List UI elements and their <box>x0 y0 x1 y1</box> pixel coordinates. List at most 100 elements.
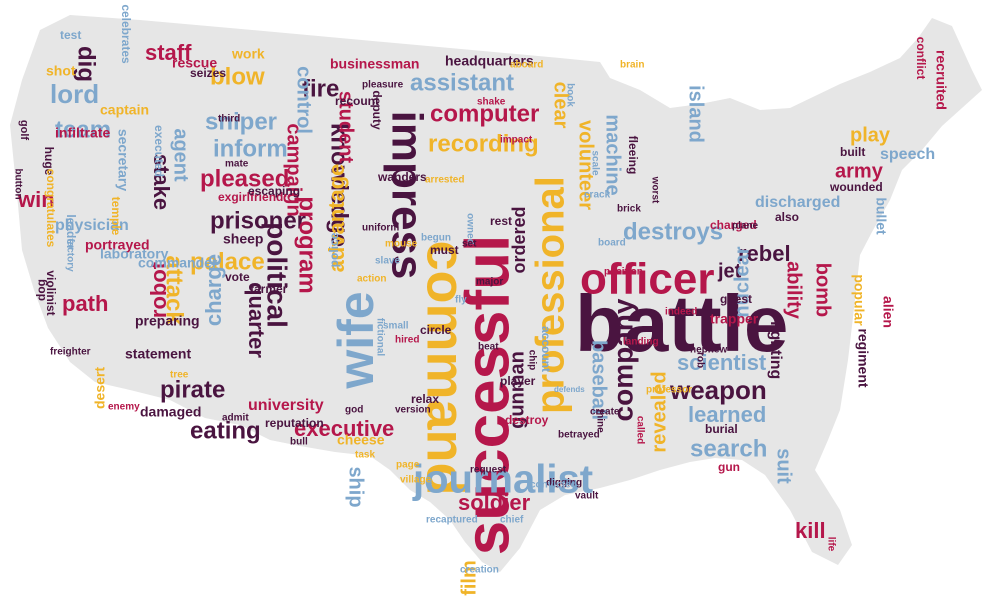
cloud-word: officer <box>580 255 714 304</box>
cloud-word: creation <box>460 565 499 576</box>
cloud-word: impact <box>500 135 533 146</box>
cloud-word: revealed <box>648 371 670 452</box>
cloud-word: golf <box>18 120 30 140</box>
cloud-word: rebel <box>738 241 791 266</box>
cloud-word: betrayed <box>558 430 600 441</box>
cloud-word: also <box>775 210 799 224</box>
cloud-word: robot <box>146 261 171 318</box>
cloud-word: blow <box>210 63 265 90</box>
cloud-word: recaptured <box>426 515 478 526</box>
cloud-word: physician <box>55 217 129 234</box>
cloud-word: book <box>564 83 575 107</box>
cloud-word: charged <box>710 218 757 232</box>
cloud-word: arrested <box>425 175 464 186</box>
us-map-outline <box>10 15 982 572</box>
cloud-word: congratulates <box>44 169 58 248</box>
cloud-word: successful <box>453 235 522 556</box>
cloud-word: wounded <box>829 180 883 194</box>
cloud-word: nephew <box>690 345 727 356</box>
cloud-word: landing <box>623 337 659 348</box>
cloud-word: computer <box>430 100 539 127</box>
cloud-word: admit <box>222 413 249 424</box>
cloud-word: team <box>55 116 111 143</box>
cloud-word: desert <box>92 367 108 409</box>
cloud-word: small <box>383 321 409 332</box>
cloud-word: scale <box>589 150 600 175</box>
cloud-word: mate <box>225 159 249 170</box>
cloud-word: discharged <box>755 194 840 211</box>
cloud-word: sheep <box>223 231 263 247</box>
cloud-word: trapper <box>710 311 759 327</box>
cloud-word: begun <box>421 233 451 244</box>
cloud-word: suit <box>773 448 795 484</box>
cloud-word: tree <box>170 370 189 381</box>
cloud-word: board <box>598 238 626 249</box>
cloud-word: executed <box>152 125 166 177</box>
cloud-word: page <box>396 460 420 471</box>
cloud-word: brain <box>620 60 644 71</box>
cloud-word: guest <box>720 292 752 306</box>
cloud-word: must <box>430 243 459 257</box>
cloud-word: machine <box>602 114 624 195</box>
cloud-word: recruited <box>933 50 949 110</box>
cloud-word: burial <box>705 422 738 436</box>
cloud-word: lord <box>50 79 99 109</box>
cloud-word: shake <box>477 97 506 108</box>
cloud-word: attack <box>161 255 188 325</box>
cloud-word: film <box>458 560 480 596</box>
cloud-word: convicted <box>530 480 577 491</box>
cloud-word: fictional <box>374 318 385 357</box>
cloud-word: chip <box>526 350 537 371</box>
cloud-word: escaping <box>248 184 300 198</box>
cloud-word: pirate <box>160 376 225 403</box>
cloud-word: rest <box>490 214 512 228</box>
cloud-word: destroys <box>623 218 723 245</box>
cloud-word: pleasure <box>362 80 404 91</box>
cloud-word: volunteer <box>575 120 597 210</box>
cloud-word: vote <box>225 270 250 284</box>
cloud-word: god <box>345 405 363 416</box>
cloud-word: police <box>327 232 341 267</box>
cloud-word: circle <box>420 323 452 337</box>
cloud-word: create <box>590 407 620 418</box>
cloud-word: built <box>840 145 865 159</box>
cloud-word: recount <box>335 94 379 108</box>
cloud-word: staff <box>145 40 192 65</box>
cloud-word: relax <box>411 392 439 406</box>
cloud-word: recording <box>428 130 539 157</box>
cloud-word: political <box>262 222 293 328</box>
cloud-word: bull <box>290 437 308 448</box>
cloud-word: exgirlfriend <box>218 190 283 204</box>
cloud-word: cheese <box>337 432 385 448</box>
cloud-word: life <box>825 537 836 552</box>
cloud-word: damaged <box>140 404 201 420</box>
cloud-word: third <box>218 114 240 125</box>
cloud-word: knowledge <box>326 123 353 247</box>
cloud-word: owned <box>464 213 475 245</box>
cloud-word: fleeing <box>626 136 640 175</box>
cloud-word: huge <box>42 147 56 176</box>
cloud-word: soldier <box>458 490 531 515</box>
cloud-word: impress <box>382 111 431 280</box>
cloud-word: baseball <box>588 340 610 420</box>
cloud-word: portrayed <box>85 237 150 253</box>
cloud-word: gun <box>718 460 740 474</box>
cloud-word: win <box>17 187 55 212</box>
cloud-word: test <box>60 28 81 42</box>
cloud-word: play <box>850 124 891 146</box>
cloud-word: path <box>62 291 108 316</box>
cloud-word: position <box>604 267 643 278</box>
cloud-word: set <box>462 239 477 250</box>
cloud-word: jet <box>717 260 742 282</box>
cloud-word: ability <box>783 261 805 320</box>
cloud-word: deputy <box>370 90 384 130</box>
cloud-word: major <box>476 277 503 288</box>
cloud-word: alien <box>880 296 896 328</box>
cloud-word: farmer <box>250 282 288 296</box>
cloud-word: dig <box>73 46 100 82</box>
cloud-word: eating <box>190 417 261 444</box>
cloud-word: company <box>607 298 638 421</box>
